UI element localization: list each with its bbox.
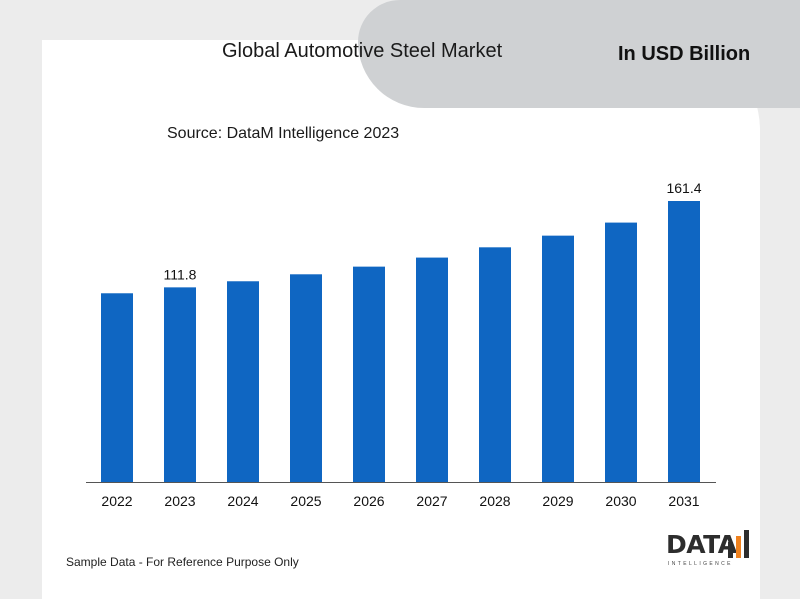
bar-2031 [668,201,700,482]
bar-2024 [227,281,259,482]
data-label-2031: 161.4 [666,180,701,196]
bar-2025 [290,274,322,482]
x-tick-label-2025: 2025 [290,493,321,509]
footnote: Sample Data - For Reference Purpose Only [66,555,299,569]
x-tick-label-2024: 2024 [227,493,258,509]
data-label-2023: 111.8 [164,266,197,282]
bar-2029 [542,235,574,482]
bar-2027 [416,257,448,482]
bar-2028 [479,247,511,482]
chart-title: Global Automotive Steel Market [222,40,503,62]
header-corner-shape [358,0,800,108]
chart-card [42,40,760,599]
x-tick-label-2030: 2030 [605,493,636,509]
logo-bars-icon [728,530,749,558]
x-tick-label-2031: 2031 [668,493,699,509]
datam-logo: DATA INTELLIGENCE [666,530,756,572]
x-tick-label-2029: 2029 [542,493,573,509]
bar-2026 [353,266,385,482]
bar-2030 [605,222,637,482]
bar-2022 [101,293,133,482]
bar-2023 [164,287,196,482]
unit-label: In USD Billion [618,43,751,65]
logo-subtitle: INTELLIGENCE [668,561,733,567]
source-label: Source: DataM Intelligence 2023 [167,125,400,142]
x-tick-label-2026: 2026 [353,493,384,509]
x-tick-label-2028: 2028 [479,493,510,509]
x-tick-label-2027: 2027 [416,493,447,509]
x-tick-label-2022: 2022 [101,493,132,509]
logo-wordmark: DATA [666,530,737,559]
x-tick-label-2023: 2023 [164,493,195,509]
